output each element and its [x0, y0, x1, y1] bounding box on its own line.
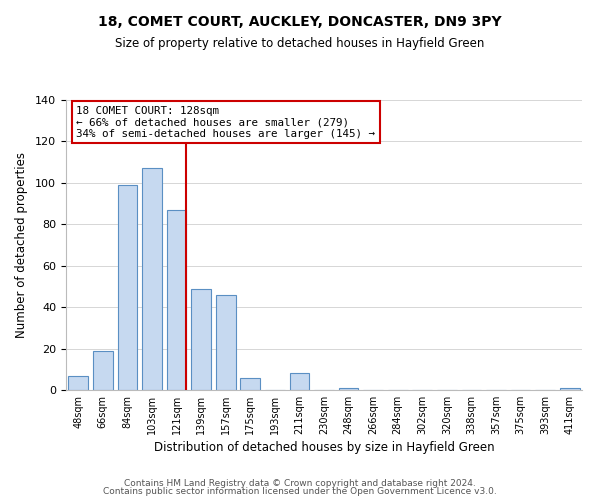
Bar	[191, 288, 211, 390]
Bar	[339, 388, 358, 390]
Bar	[167, 210, 187, 390]
Bar	[68, 376, 88, 390]
Text: 18 COMET COURT: 128sqm
← 66% of detached houses are smaller (279)
34% of semi-de: 18 COMET COURT: 128sqm ← 66% of detached…	[76, 106, 376, 139]
X-axis label: Distribution of detached houses by size in Hayfield Green: Distribution of detached houses by size …	[154, 441, 494, 454]
Bar	[560, 388, 580, 390]
Bar	[142, 168, 162, 390]
Text: 18, COMET COURT, AUCKLEY, DONCASTER, DN9 3PY: 18, COMET COURT, AUCKLEY, DONCASTER, DN9…	[98, 15, 502, 29]
Bar	[290, 374, 309, 390]
Bar	[241, 378, 260, 390]
Text: Size of property relative to detached houses in Hayfield Green: Size of property relative to detached ho…	[115, 38, 485, 51]
Text: Contains HM Land Registry data © Crown copyright and database right 2024.: Contains HM Land Registry data © Crown c…	[124, 478, 476, 488]
Bar	[118, 185, 137, 390]
Y-axis label: Number of detached properties: Number of detached properties	[15, 152, 28, 338]
Bar	[216, 294, 236, 390]
Text: Contains public sector information licensed under the Open Government Licence v3: Contains public sector information licen…	[103, 487, 497, 496]
Bar	[93, 350, 113, 390]
